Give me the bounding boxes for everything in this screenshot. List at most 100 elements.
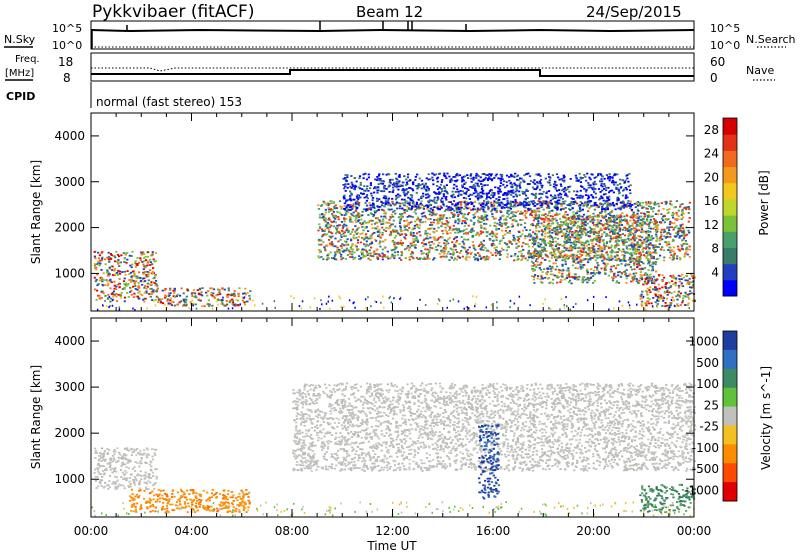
scatter-cell — [589, 178, 592, 181]
scatter-cell — [610, 211, 613, 213]
scatter-cell — [401, 242, 404, 244]
scatter-cell — [381, 231, 384, 234]
scatter-cell — [342, 257, 345, 260]
scatter-cell — [462, 175, 465, 178]
scatter-cell — [367, 214, 370, 216]
scatter-cell — [500, 239, 503, 242]
scatter-cell — [475, 190, 478, 193]
scatter-cell — [632, 251, 635, 254]
scatter-cell — [513, 211, 516, 213]
scatter-cell — [627, 200, 630, 202]
scatter-cell — [414, 205, 418, 208]
scatter-cell — [612, 231, 615, 234]
scatter-cell — [415, 201, 418, 204]
scatter-cell — [568, 190, 571, 193]
scatter-cell — [345, 240, 348, 243]
scatter-cell — [317, 229, 320, 232]
scatter-cell — [420, 179, 424, 182]
scatter-cell — [455, 202, 458, 205]
scatter-cell — [634, 206, 637, 209]
scatter-cell — [627, 204, 630, 207]
scatter-cell — [145, 292, 148, 294]
scatter-cell — [507, 213, 510, 216]
scatter-cell — [351, 221, 354, 223]
scatter-cell — [472, 208, 475, 211]
scatter-cell — [607, 225, 610, 228]
scatter-cell — [522, 204, 525, 207]
scatter-cell — [524, 222, 527, 225]
scatter-cell — [569, 254, 573, 257]
scatter-cell — [435, 202, 438, 204]
scatter-cell — [427, 228, 430, 230]
scatter-cell — [396, 231, 399, 234]
scatter-cell — [510, 185, 513, 188]
freq-right-label: Nave — [746, 64, 774, 77]
scatter-cell — [426, 207, 429, 210]
scatter-cell — [495, 236, 498, 239]
scatter-cell — [605, 264, 608, 267]
scatter-cell — [608, 247, 611, 249]
scatter-cell — [564, 228, 567, 231]
scatter-cell — [592, 217, 595, 220]
scatter-cell — [652, 262, 655, 265]
scatter-cell — [550, 222, 553, 225]
scatter-cell — [506, 202, 509, 204]
scatter-cell — [389, 225, 392, 228]
scatter-cell — [126, 258, 129, 261]
scatter-cell — [489, 197, 492, 200]
scatter-cell — [371, 242, 374, 245]
scatter-cell — [527, 256, 531, 259]
scatter-cell — [554, 180, 557, 183]
scatter-cell — [449, 227, 452, 230]
scatter-cell — [586, 271, 589, 274]
scatter-cell — [364, 255, 367, 258]
scatter-cell — [143, 300, 146, 303]
scatter-cell — [387, 257, 390, 260]
scatter-cell — [455, 185, 458, 188]
scatter-cell — [567, 186, 570, 188]
scatter-cell — [398, 174, 401, 176]
scatter-cell — [417, 216, 420, 219]
scatter-cell — [152, 258, 155, 261]
scatter-cell — [516, 224, 519, 227]
scatter-cell — [516, 235, 519, 238]
scatter-cell — [471, 235, 474, 237]
scatter-cell — [601, 216, 604, 219]
scatter-cell — [624, 195, 627, 198]
scatter-cell — [456, 203, 460, 205]
scatter-cell — [538, 180, 541, 183]
scatter-cell — [662, 208, 665, 210]
scatter-cell — [241, 299, 244, 302]
scatter-cell — [496, 205, 499, 207]
scatter-cell — [458, 257, 461, 259]
scatter-cell — [669, 256, 672, 259]
scatter-cell — [128, 254, 131, 257]
scatter-cell — [401, 233, 404, 236]
scatter-cell — [631, 257, 634, 260]
scatter-cell — [201, 287, 204, 289]
scatter-cell — [631, 280, 634, 283]
scatter-cell — [467, 224, 470, 227]
scatter-cell — [124, 282, 127, 285]
scatter-cell — [417, 198, 420, 201]
scatter-cell — [243, 292, 246, 295]
scatter-cell — [454, 248, 457, 251]
scatter-cell — [577, 231, 580, 233]
scatter-cell — [536, 257, 539, 260]
scatter-cell — [586, 273, 589, 275]
scatter-cell — [486, 174, 489, 176]
scatter-cell — [598, 237, 602, 239]
scatter-cell — [334, 217, 337, 220]
scatter-cell — [456, 174, 460, 177]
scatter-cell — [321, 204, 324, 206]
scatter-cell — [676, 255, 679, 257]
scatter-cell — [656, 237, 659, 240]
scatter-cell — [550, 209, 553, 212]
scatter-cell — [376, 199, 379, 202]
scatter-cell — [327, 257, 330, 259]
scatter-cell — [559, 202, 562, 205]
scatter-cell — [413, 245, 416, 247]
scatter-cell — [445, 205, 448, 208]
scatter-cell — [534, 196, 538, 199]
scatter-cell — [133, 272, 136, 275]
